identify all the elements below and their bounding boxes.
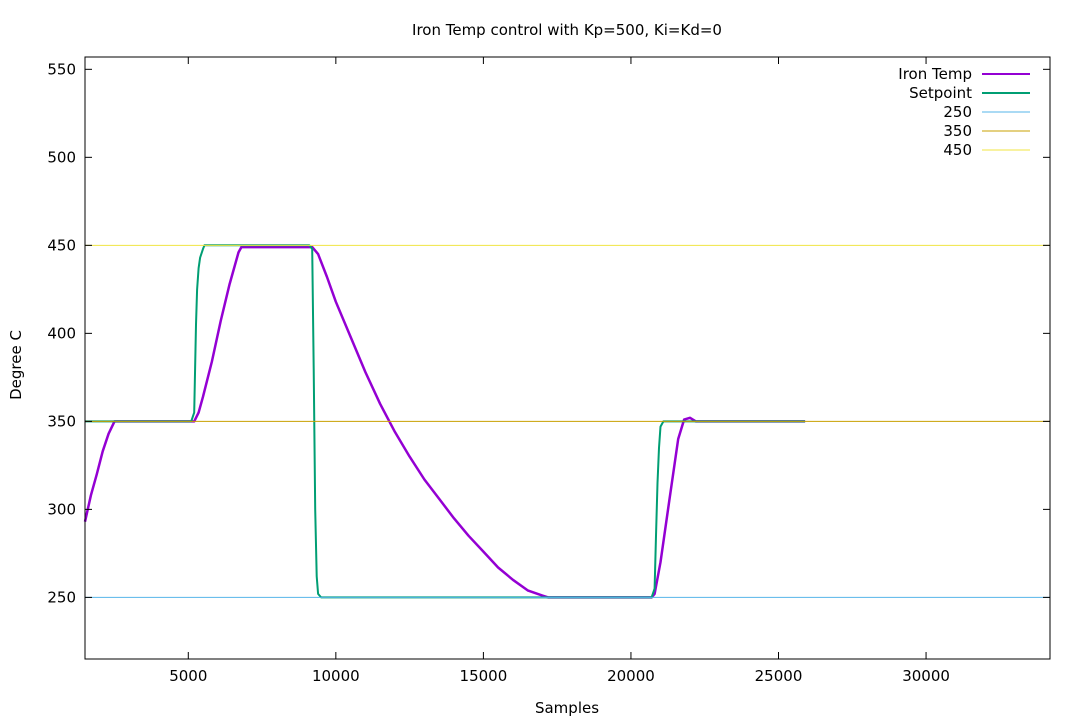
y-axis-label: Degree C — [7, 330, 25, 400]
x-axis-label: Samples — [535, 699, 599, 717]
axis-ticks: 5000 10000 15000 20000 25000 30000 250 300 350 40… — [47, 57, 1050, 685]
legend-label-350: 350 — [943, 122, 972, 140]
x-tick-label: 25000 — [755, 667, 803, 685]
y-tick-label: 500 — [47, 148, 76, 166]
chart-title: Iron Temp control with Kp=500, Ki=Kd=0 — [412, 21, 722, 39]
x-tick-label: 10000 — [312, 667, 360, 685]
plot-frame — [84, 56, 1051, 660]
x-tick-label: 5000 — [169, 667, 207, 685]
y-tick-label: 300 — [47, 500, 76, 518]
y-tick-label: 400 — [47, 324, 76, 342]
legend-label-setpoint: Setpoint — [909, 84, 972, 102]
y-tick-label: 550 — [47, 60, 76, 78]
legend-label-450: 450 — [943, 141, 972, 159]
x-tick-label: 20000 — [607, 667, 655, 685]
plot-series — [83, 244, 1050, 599]
legend-label-iron-temp: Iron Temp — [898, 65, 972, 83]
x-tick-label: 30000 — [902, 667, 950, 685]
series-line-setpoint — [85, 244, 806, 599]
x-tick-label: 15000 — [460, 667, 508, 685]
y-tick-label: 450 — [47, 236, 76, 254]
legend-label-250: 250 — [943, 103, 972, 121]
y-tick-label: 250 — [47, 588, 76, 606]
y-tick-label: 350 — [47, 412, 76, 430]
